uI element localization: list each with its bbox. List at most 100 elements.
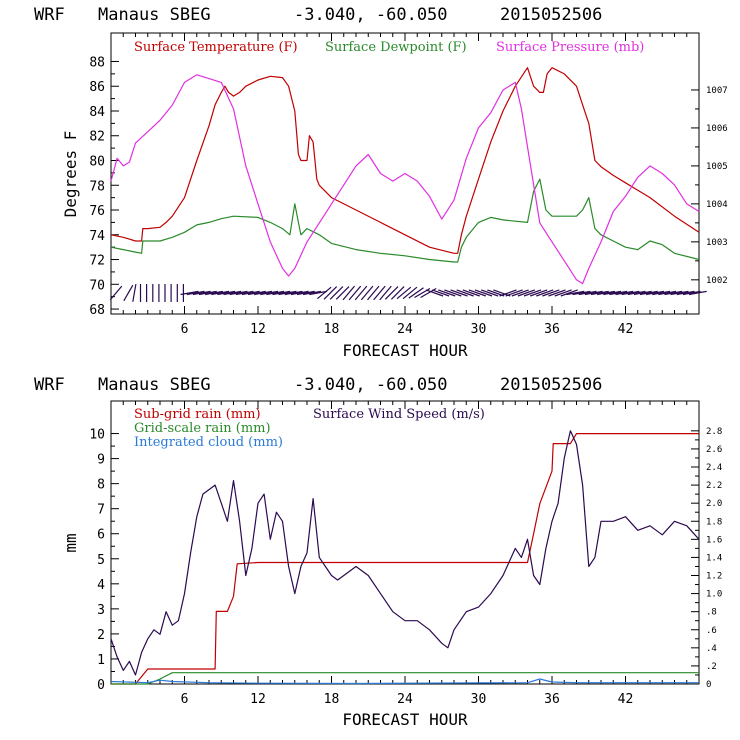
- wind-barb: [348, 285, 362, 301]
- panel1-x-tick-label: 36: [544, 322, 560, 337]
- panel2-line-grid-scale-rain: [111, 672, 699, 685]
- panel2-x-tick-label: 6: [181, 692, 189, 707]
- panel1-y-tick-label: 88: [89, 55, 105, 70]
- wind-barb: [603, 290, 622, 296]
- panel1-series: [110, 67, 700, 285]
- wind-barb: [290, 290, 309, 296]
- panel2-x-tick-label: 24: [397, 692, 413, 707]
- panel2-legend-subgrid-rain: Sub-grid rain (mm): [134, 407, 261, 422]
- wind-barb: [211, 290, 230, 296]
- panel-precipitation: WRF Manaus SBEG -3.040, -60.050 20150525…: [34, 375, 722, 729]
- wind-barb: [373, 285, 386, 301]
- panel1-y-tick-label: 74: [89, 229, 105, 244]
- panel1-axes: 6 12 18 24 30 36 42 68 70 72 74 76 78 80 82 84 86 88 1002 1…: [89, 33, 728, 337]
- panel1-y2-tick-label: 1006: [706, 124, 728, 134]
- panel2-y-tick-label: 0: [97, 678, 105, 693]
- panel1-x-tick-label: 30: [471, 322, 487, 337]
- wind-barb: [408, 287, 424, 299]
- wind-barb: [241, 290, 260, 296]
- wind-barb: [560, 289, 578, 297]
- wind-barb: [329, 286, 344, 300]
- wind-barb: [517, 289, 536, 297]
- wind-barb: [235, 290, 254, 296]
- panel2-header-init: 2015052506: [500, 375, 602, 395]
- wind-barb: [438, 289, 456, 297]
- panel1-wind-barbs: [109, 283, 707, 302]
- panel2-y2-tick-label: .4: [706, 644, 717, 654]
- panel2-y2-tick-label: .2: [706, 662, 717, 672]
- panel1-y2-tick-label: 1004: [706, 200, 728, 210]
- wind-barb: [198, 290, 217, 296]
- panel1-x-tick-label: 12: [250, 322, 266, 337]
- panel2-y2-tick-label: 0: [706, 680, 711, 690]
- panel1-header-location: Manaus SBEG: [98, 5, 211, 25]
- panel1-legend-dewpoint: Surface Dewpoint (F): [325, 40, 467, 55]
- panel1-y-tick-label: 76: [89, 204, 105, 219]
- wind-barb: [499, 289, 517, 297]
- wind-barb: [335, 286, 350, 300]
- panel1-x-tick-label: 42: [618, 322, 634, 337]
- wind-barb: [542, 289, 560, 297]
- wind-barb: [529, 289, 548, 297]
- panel2-y2-tick-label: 2.2: [706, 481, 722, 491]
- wind-barb: [186, 290, 205, 296]
- wind-barb: [278, 290, 297, 296]
- panel2-y-tick-label: 2: [97, 628, 105, 643]
- wind-barb: [396, 286, 412, 300]
- panel1-line-surface-pressure: [110, 74, 700, 285]
- panel1-y-tick-label: 84: [89, 105, 105, 120]
- wind-barb: [247, 290, 266, 296]
- panel1-x-tick-label: 6: [181, 322, 189, 337]
- panel1-legend-temperature: Surface Temperature (F): [134, 40, 298, 55]
- wind-barb: [217, 290, 236, 296]
- wind-barb: [596, 290, 616, 296]
- wind-barb: [566, 290, 585, 296]
- panel2-x-tick-label: 42: [618, 692, 634, 707]
- panel2-y-tick-label: 6: [97, 528, 105, 543]
- panel2-axes: 6 12 18 24 30 36 420123456789100.2.4.6.81.01.2…: [89, 401, 722, 707]
- panel1-x-tick-label: 18: [324, 322, 340, 337]
- wind-barb: [253, 290, 273, 296]
- panel2-header-location: Manaus SBEG: [98, 375, 211, 395]
- wind-barb: [367, 285, 380, 301]
- wind-barb: [444, 289, 462, 297]
- wind-barb: [272, 290, 291, 296]
- panel2-header-model: WRF: [34, 375, 65, 395]
- wind-barb: [609, 290, 628, 296]
- panel-temperature: WRF Manaus SBEG -3.040, -60.050 20150525…: [34, 5, 728, 360]
- wind-barb: [468, 289, 487, 297]
- wind-barb: [511, 289, 529, 297]
- panel1-header-model: WRF: [34, 5, 65, 25]
- wind-barb: [658, 290, 677, 296]
- wind-barb: [682, 290, 701, 296]
- wind-barb: [266, 290, 285, 296]
- wind-barb: [462, 289, 480, 297]
- panel2-legend-integrated-cloud: Integrated cloud (mm): [134, 435, 283, 450]
- wind-barb: [425, 289, 444, 297]
- wind-barb: [505, 289, 523, 297]
- wind-barb: [456, 289, 474, 297]
- wind-barb: [652, 290, 671, 296]
- panel2-legend-wind-speed: Surface Wind Speed (m/s): [313, 407, 485, 422]
- panel1-header-coords: -3.040, -60.050: [294, 5, 448, 25]
- panel2-y-tick-label: 7: [97, 503, 105, 518]
- panel1-y2-tick-label: 1007: [706, 86, 728, 96]
- wind-barb: [309, 290, 328, 296]
- panel1-line-surface-temperature: [110, 67, 700, 254]
- wind-barb: [204, 290, 224, 296]
- panel2-line-sub-grid-rain: [111, 433, 699, 685]
- wind-barb: [402, 286, 418, 300]
- panel1-x-tick-label: 24: [397, 322, 413, 337]
- panel2-y2-tick-label: 2.6: [706, 445, 722, 455]
- panel1-y-axis-label: Degrees F: [61, 131, 80, 218]
- wind-barb: [480, 289, 499, 297]
- wind-barb: [123, 284, 134, 302]
- wind-barb: [223, 290, 242, 296]
- wind-barb: [578, 290, 597, 296]
- wind-barb: [450, 289, 468, 297]
- wind-barb: [621, 290, 640, 296]
- panel1-y2-tick-label: 1005: [706, 162, 728, 172]
- panel2-y-tick-label: 8: [97, 478, 105, 493]
- panel2-legend-gridscale-rain: Grid-scale rain (mm): [134, 421, 271, 436]
- panel1-x-axis-label: FORECAST HOUR: [342, 341, 468, 360]
